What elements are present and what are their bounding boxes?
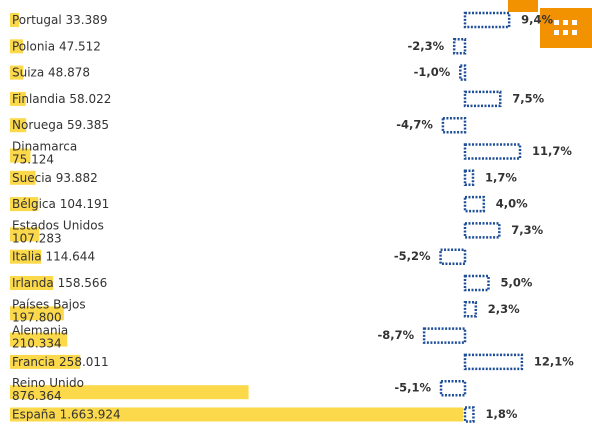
change-label: 5,0% bbox=[501, 276, 533, 290]
change-box bbox=[439, 379, 467, 397]
change-label: -5,1% bbox=[394, 381, 431, 395]
value-label: 258.011 bbox=[59, 354, 109, 368]
value-label: 1.663.924 bbox=[60, 407, 121, 421]
change-label: 1,8% bbox=[485, 407, 517, 421]
bar bbox=[10, 332, 68, 347]
bar-label: Dinamarca 75.124 bbox=[12, 139, 77, 166]
change-box bbox=[459, 64, 467, 81]
country-name: Estados Unidos bbox=[12, 218, 104, 232]
change-label: 11,7% bbox=[532, 144, 572, 158]
change-box bbox=[422, 327, 467, 344]
value-label: 59.385 bbox=[67, 118, 109, 132]
value-label: 107.283 bbox=[12, 231, 62, 245]
change-label: 9,4% bbox=[521, 13, 553, 27]
change-label: 7,3% bbox=[511, 223, 543, 237]
change-box bbox=[463, 222, 501, 239]
bar bbox=[10, 13, 20, 27]
bar-label: Suiza 48.878 bbox=[12, 65, 90, 79]
country-name: Italia bbox=[12, 249, 42, 263]
country-name: Suiza bbox=[12, 65, 44, 79]
bar-label: Estados Unidos 107.283 bbox=[12, 218, 104, 245]
value-label: 114.644 bbox=[45, 249, 95, 263]
country-name: Finlandia bbox=[12, 91, 66, 105]
change-label: 12,1% bbox=[534, 354, 574, 368]
change-label: -2,3% bbox=[408, 39, 445, 53]
bar-label: Suecia 93.882 bbox=[12, 170, 98, 184]
change-box bbox=[439, 248, 467, 265]
country-name: Irlanda bbox=[12, 276, 54, 290]
bar bbox=[10, 170, 36, 185]
change-label: 4,0% bbox=[496, 197, 528, 211]
value-label: 75.124 bbox=[12, 152, 54, 166]
change-box bbox=[441, 116, 467, 134]
value-label: 58.022 bbox=[69, 91, 111, 105]
bar-label: Países Bajos 197.800 bbox=[12, 297, 86, 324]
bar-label: Portugal 33.389 bbox=[12, 13, 108, 27]
bar-label: Noruega 59.385 bbox=[12, 118, 109, 132]
country-name: Francia bbox=[12, 354, 55, 368]
country-name: Suecia bbox=[12, 170, 52, 184]
value-label: 93.882 bbox=[56, 170, 98, 184]
change-box bbox=[463, 301, 478, 318]
country-name: Bélgica bbox=[12, 197, 56, 211]
bar bbox=[10, 148, 31, 163]
value-label: 210.334 bbox=[12, 336, 62, 350]
change-box bbox=[463, 90, 502, 108]
country-name: Países Bajos bbox=[12, 297, 86, 311]
change-box bbox=[463, 169, 475, 187]
change-label: -4,7% bbox=[396, 118, 433, 132]
country-name: Polonia bbox=[12, 39, 55, 53]
bar-label: Polonia 47.512 bbox=[12, 39, 101, 53]
change-box bbox=[463, 11, 511, 29]
bar bbox=[10, 385, 249, 400]
bar-label: Alemania 210.334 bbox=[12, 323, 68, 350]
bar-label: Finlandia 58.022 bbox=[12, 91, 111, 105]
bar-label: Reino Unido 876.364 bbox=[12, 376, 84, 403]
change-box bbox=[463, 406, 475, 423]
change-label: 2,3% bbox=[488, 302, 520, 316]
country-name: Portugal bbox=[12, 13, 62, 27]
bar-label: España 1.663.924 bbox=[12, 407, 121, 421]
change-label: 1,7% bbox=[485, 170, 517, 184]
change-label: -8,7% bbox=[377, 328, 414, 342]
bar bbox=[10, 407, 463, 422]
country-name: España bbox=[12, 407, 56, 421]
change-box bbox=[463, 353, 524, 371]
bar bbox=[10, 249, 42, 264]
value-label: 33.389 bbox=[66, 13, 108, 27]
value-label: 876.364 bbox=[12, 389, 62, 403]
value-label: 197.800 bbox=[12, 310, 62, 324]
value-label: 104.191 bbox=[60, 197, 110, 211]
country-name: Alemania bbox=[12, 323, 68, 337]
bar-label: Bélgica 104.191 bbox=[12, 197, 109, 211]
value-label: 48.878 bbox=[48, 65, 90, 79]
value-label: 47.512 bbox=[59, 39, 101, 53]
change-label: -1,0% bbox=[414, 65, 451, 79]
bar-label: Irlanda 158.566 bbox=[12, 276, 107, 290]
country-name: Dinamarca bbox=[12, 139, 77, 153]
change-box bbox=[463, 143, 522, 160]
change-box bbox=[463, 274, 490, 292]
change-label: -5,2% bbox=[394, 249, 431, 263]
bar bbox=[10, 227, 40, 242]
bar bbox=[10, 65, 24, 80]
change-label: 7,5% bbox=[512, 91, 544, 105]
bar-label: Francia 258.011 bbox=[12, 354, 109, 368]
bar bbox=[10, 91, 26, 106]
bar-label: Italia 114.644 bbox=[12, 249, 95, 263]
change-box bbox=[463, 195, 486, 213]
bar bbox=[10, 306, 64, 321]
bar bbox=[10, 118, 27, 133]
bar bbox=[10, 39, 23, 54]
change-box bbox=[452, 38, 467, 55]
bar bbox=[10, 197, 39, 212]
building-icon bbox=[508, 0, 592, 48]
value-label: 158.566 bbox=[58, 276, 108, 290]
country-name: Noruega bbox=[12, 118, 63, 132]
bar bbox=[10, 354, 81, 369]
bar bbox=[10, 276, 54, 290]
country-name: Reino Unido bbox=[12, 376, 84, 390]
